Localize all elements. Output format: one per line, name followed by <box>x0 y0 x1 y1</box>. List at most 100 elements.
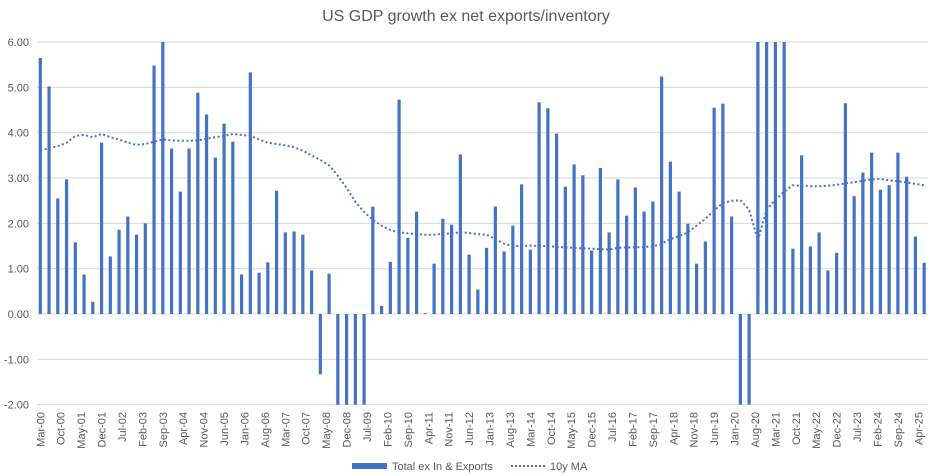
bar <box>808 246 812 314</box>
x-tick-label: Feb-17 <box>627 412 639 447</box>
bar <box>222 123 226 314</box>
bar <box>765 42 769 315</box>
bar <box>887 185 891 314</box>
bar <box>117 229 121 314</box>
bar <box>528 249 532 314</box>
bar <box>379 305 384 314</box>
x-tick-label: May-15 <box>566 412 578 449</box>
y-axis: 6.00 5.00 4.00 3.00 2.00 1.00 0.00 -1.00 -2.00 <box>4 37 29 412</box>
bar <box>607 232 611 314</box>
x-tick-label: Nov-11 <box>444 412 456 447</box>
bar <box>896 152 900 314</box>
bar <box>686 223 690 314</box>
y-tick-label: 3.00 <box>8 173 29 185</box>
bar <box>336 314 340 405</box>
gridlines <box>37 41 928 406</box>
bar <box>572 164 576 314</box>
bar <box>668 161 672 314</box>
bar <box>703 241 707 314</box>
bar <box>388 261 392 314</box>
bar <box>800 155 804 314</box>
bar <box>511 225 515 314</box>
x-tick-label: Feb-24 <box>872 412 884 447</box>
y-tick-label: 5.00 <box>8 82 29 94</box>
bar <box>651 201 655 314</box>
bar <box>520 184 524 314</box>
bar <box>126 216 130 314</box>
bar <box>274 190 279 314</box>
x-tick-label: May-08 <box>321 412 333 449</box>
bar <box>817 232 821 314</box>
bar <box>581 175 585 314</box>
bar <box>327 273 331 314</box>
bar <box>406 237 410 314</box>
x-tick-label: Apr-04 <box>178 412 190 445</box>
x-tick-label: Jul-09 <box>362 412 374 442</box>
bar <box>852 196 856 314</box>
x-tick-label: Sep-10 <box>403 412 415 447</box>
bar <box>625 215 629 314</box>
x-tick-label: Sep-17 <box>648 412 660 447</box>
y-tick-label: 1.00 <box>8 264 29 276</box>
bar <box>467 254 471 314</box>
bar <box>476 289 480 314</box>
bar <box>590 250 594 314</box>
bar <box>108 256 112 314</box>
bar <box>266 262 270 314</box>
bar <box>791 248 795 314</box>
bar <box>187 148 191 314</box>
bar <box>546 108 550 314</box>
x-tick-label: Mar-00 <box>35 412 47 447</box>
x-tick-label: Mar-21 <box>770 412 782 447</box>
bar <box>598 168 602 314</box>
bar <box>835 252 839 314</box>
bar <box>870 152 874 314</box>
bar <box>143 223 147 314</box>
bar <box>248 72 252 314</box>
bar <box>782 42 786 315</box>
y-tick-label: -1.00 <box>4 354 29 366</box>
bar <box>91 301 95 314</box>
bar <box>82 274 86 314</box>
bar <box>432 263 436 314</box>
x-tick-label: May-22 <box>811 412 823 449</box>
bar <box>309 270 314 314</box>
bar <box>730 216 734 314</box>
bar <box>239 274 244 314</box>
bar <box>502 251 506 314</box>
bar <box>458 154 462 314</box>
bar <box>695 263 699 314</box>
y-tick-label: 2.00 <box>8 218 29 230</box>
x-tick-label: Mar-07 <box>280 412 292 447</box>
x-tick-label: Sep-03 <box>158 412 170 447</box>
x-tick-label: Nov-18 <box>689 412 701 447</box>
legend-label-ma: 10y MA <box>550 461 588 473</box>
bar <box>344 314 349 405</box>
x-tick-label: Jan-20 <box>730 412 742 446</box>
bar <box>397 99 401 314</box>
x-tick-label: Jun-05 <box>219 412 231 446</box>
x-tick-label: Mar-14 <box>525 412 537 447</box>
x-tick-label: Oct-00 <box>56 412 68 445</box>
chart-title: US GDP growth ex net exports/inventory <box>322 8 610 25</box>
bar <box>843 103 847 314</box>
ma-line <box>40 132 925 251</box>
bar <box>213 157 217 314</box>
x-tick-label: Aug-06 <box>260 412 272 447</box>
bar <box>283 232 287 314</box>
x-tick-label: Nov-04 <box>199 412 211 447</box>
bar <box>423 313 427 314</box>
bar <box>362 314 366 405</box>
bar <box>878 189 882 314</box>
x-tick-label: Dec-01 <box>97 412 109 447</box>
bar <box>677 191 681 314</box>
bar <box>660 76 664 315</box>
legend-swatch-bars <box>352 463 387 469</box>
x-tick-label: Dec-15 <box>587 412 599 447</box>
bar <box>537 102 541 314</box>
bar <box>178 191 182 314</box>
bar <box>73 242 77 314</box>
x-tick-label: Dec-08 <box>342 412 354 447</box>
x-axis: Mar-00 Oct-00 May-01 Dec-01 Jul-02 Feb-03 Sep-… <box>35 412 925 449</box>
